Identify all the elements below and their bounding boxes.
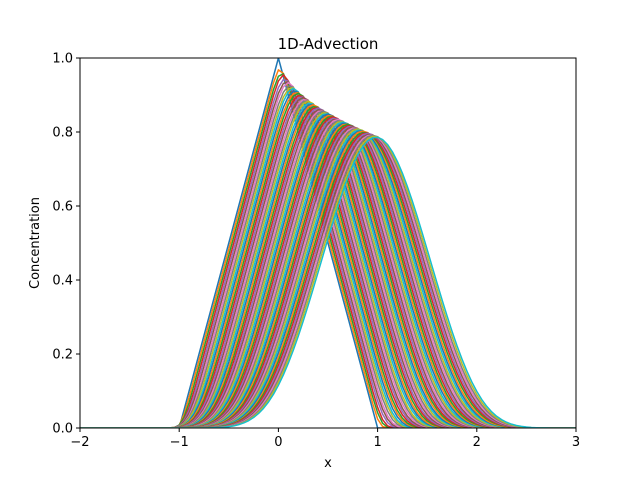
y-tick-label: 1.0 <box>52 52 73 67</box>
x-tick-label: 2 <box>473 435 481 450</box>
x-tick-label: −1 <box>170 435 189 450</box>
y-tick-label: 0.4 <box>52 274 73 289</box>
series-line-step-53 <box>80 132 576 428</box>
series-line-step-31 <box>80 114 576 428</box>
x-tick-label: 3 <box>572 435 580 450</box>
y-tick-label: 0.6 <box>52 200 73 215</box>
series-line-step-58 <box>80 135 576 428</box>
series-line-step-57 <box>80 134 576 428</box>
x-axis: −2 −1 0 1 2 3 <box>70 428 580 450</box>
x-tick-label: 1 <box>373 435 381 450</box>
x-axis-label: x <box>324 456 332 471</box>
series-line-step-51 <box>80 130 576 428</box>
series-line-step-3 <box>80 74 576 428</box>
series-line-step-54 <box>80 132 576 428</box>
series-line-step-0 <box>80 58 576 428</box>
x-tick-label: 0 <box>274 435 282 450</box>
series-line-step-56 <box>80 134 576 428</box>
chart-title: 1D-Advection <box>278 35 379 53</box>
y-axis-label: Concentration <box>28 197 43 289</box>
series-line-step-30 <box>80 113 576 428</box>
y-tick-label: 0.0 <box>52 422 73 437</box>
y-tick-label: 0.2 <box>52 348 73 363</box>
series-line-step-59 <box>80 136 576 428</box>
series-line-step-52 <box>80 131 576 428</box>
plot-frame <box>79 57 577 429</box>
series-line-step-55 <box>80 133 576 428</box>
series-line-step-32 <box>80 115 576 428</box>
x-tick-label: −2 <box>70 435 89 450</box>
y-tick-label: 0.8 <box>52 126 73 141</box>
series-line-step-20 <box>80 103 576 428</box>
y-axis: 0.0 0.2 0.4 0.6 0.8 1.0 <box>52 52 80 437</box>
